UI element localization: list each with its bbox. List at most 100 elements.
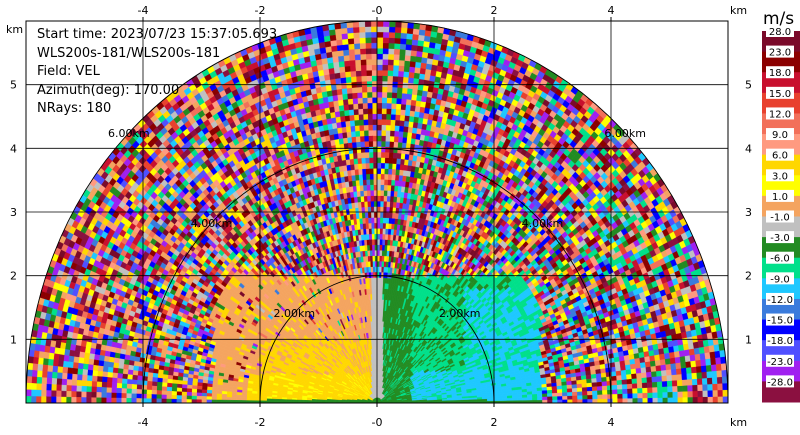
velocity-cell: [695, 365, 702, 373]
velocity-cell: [669, 357, 676, 365]
velocity-cell: [651, 370, 657, 378]
velocity-cell: [679, 355, 686, 363]
velocity-cell: [691, 372, 698, 380]
velocity-cell: [616, 384, 623, 390]
velocity-cell: [660, 364, 667, 371]
velocity-cell: [676, 379, 683, 387]
velocity-cell: [571, 383, 578, 389]
velocity-cell: [627, 393, 633, 399]
velocity-cell: [662, 386, 668, 393]
velocity-cell: [652, 392, 659, 399]
velocity-cell: [601, 376, 608, 382]
velocity-cell: [647, 392, 653, 399]
velocity-cell: [602, 389, 608, 395]
velocity-cell: [502, 397, 508, 401]
velocity-cell: [685, 366, 692, 374]
velocity-cell: [680, 361, 687, 369]
velocity-cell: [577, 394, 583, 400]
velocity-cell: [522, 397, 528, 401]
velocity-cell: [625, 364, 632, 370]
velocity-cell: [616, 379, 623, 385]
velocity-cell: [696, 378, 703, 385]
velocity-cell: [631, 373, 638, 379]
velocity-cell: [692, 390, 699, 398]
velocity-cell: [595, 372, 602, 379]
velocity-cell: [647, 397, 654, 404]
velocity-cell: [622, 388, 628, 394]
velocity-cell: [695, 359, 702, 367]
velocity-cell: [697, 396, 704, 404]
velocity-cell: [622, 397, 628, 404]
velocity-cell: [642, 392, 648, 399]
velocity-cell: [712, 396, 719, 404]
velocity-cell: [557, 395, 563, 400]
velocity-cell: [682, 385, 688, 392]
velocity-cell: [587, 394, 593, 400]
velocity-cell: [611, 379, 618, 386]
velocity-cell: [647, 387, 653, 393]
velocity-cell: [572, 391, 578, 396]
velocity-cell: [556, 388, 563, 393]
velocity-cell: [606, 384, 613, 391]
velocity-cell: [651, 376, 658, 383]
velocity-cell: [586, 386, 593, 392]
velocity-cell: [566, 387, 573, 393]
velocity-cell: [567, 391, 573, 397]
velocity-cell: [597, 394, 603, 400]
velocity-cell: [496, 395, 503, 399]
velocity-cell: [567, 395, 573, 400]
velocity-cell: [562, 395, 568, 400]
velocity-cell: [635, 367, 642, 374]
velocity-cell: [542, 396, 548, 401]
velocity-cell: [662, 391, 669, 398]
velocity-cell: [526, 393, 533, 398]
velocity-cell: [517, 397, 523, 401]
velocity-cell: [639, 361, 647, 369]
velocity-cell: [640, 366, 647, 374]
velocity-cell: [671, 374, 678, 381]
velocity-cell: [507, 397, 513, 401]
velocity-cell: [702, 390, 709, 398]
velocity-cell: [664, 357, 671, 365]
velocity-cell: [717, 389, 724, 397]
velocity-cell: [641, 377, 648, 384]
velocity-cell: [547, 392, 553, 397]
velocity-cell: [625, 368, 632, 375]
velocity-cell: [666, 380, 673, 387]
velocity-cell: [722, 396, 729, 404]
velocity-cell: [700, 365, 707, 373]
velocity-cell: [612, 393, 618, 399]
velocity-cell: [667, 397, 673, 404]
velocity-cell: [660, 369, 667, 377]
velocity-cell: [656, 381, 663, 388]
velocity-cell: [702, 396, 709, 404]
velocity-cell: [676, 373, 683, 381]
velocity-cell: [627, 388, 633, 394]
velocity-cell: [641, 371, 647, 379]
velocity-cell: [668, 351, 676, 359]
velocity-cell: [687, 384, 693, 392]
velocity-cell: [677, 385, 683, 392]
velocity-cell: [557, 399, 563, 404]
velocity-cell: [672, 391, 679, 398]
velocity-cell: [531, 393, 538, 398]
velocity-cell: [671, 379, 678, 387]
velocity-cell: [611, 384, 618, 390]
velocity-cell: [692, 396, 699, 404]
velocity-cell: [586, 378, 593, 384]
velocity-cell: [707, 389, 714, 397]
velocity-cell: [677, 396, 684, 404]
velocity-cell: [636, 377, 643, 384]
velocity-cell: [562, 399, 568, 404]
velocity-cell: [655, 364, 662, 372]
velocity-cell: [721, 369, 728, 377]
velocity-cell: [677, 391, 684, 398]
velocity-cell: [582, 394, 588, 400]
velocity-cell: [562, 391, 568, 397]
velocity-cell: [637, 392, 643, 399]
velocity-cell: [621, 378, 628, 385]
velocity-cell: [577, 398, 583, 404]
velocity-cell: [541, 393, 548, 397]
velocity-cell: [571, 387, 578, 393]
velocity-cell: [670, 362, 677, 370]
